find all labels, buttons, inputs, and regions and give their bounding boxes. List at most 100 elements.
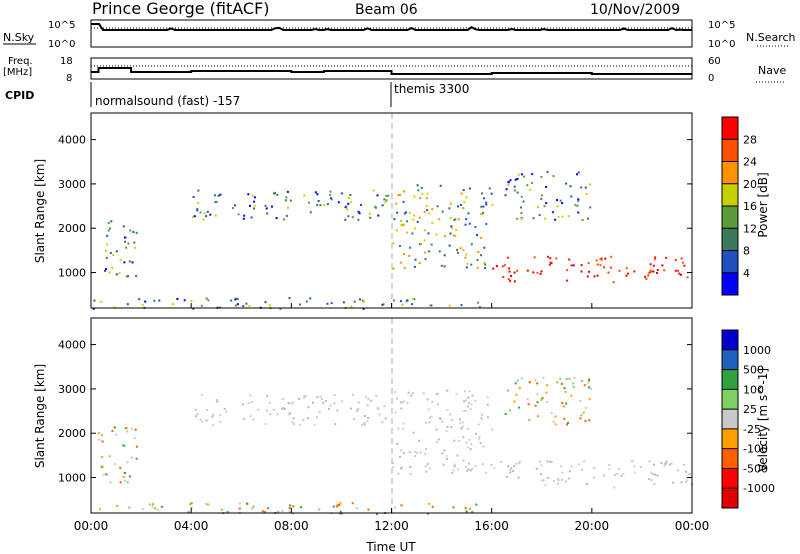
echo-cell [409,451,412,454]
echo-cell [649,263,652,266]
echo-cell [353,418,355,420]
echo-cell [339,502,342,504]
colorbar-swatch [722,330,738,351]
nsky-panel: N.Sky 10^5 10^0 10^5 10^0 N.Search [3,19,796,50]
echo-cell [517,476,520,479]
echo-cell [464,256,467,259]
echo-cell [550,461,553,463]
echo-cell [322,401,325,404]
echo-cell [109,481,112,484]
echo-cell [478,435,481,438]
echo-cell [450,426,453,428]
echo-cell [481,463,484,466]
echo-cell [393,506,396,509]
echo-cell [460,427,463,430]
echo-cell [599,258,602,260]
time-x-axis: 00:00 04:00 08:00 12:00 16:00 20:00 00:00 [74,303,709,533]
colorbar-tick-label: 16 [743,200,757,213]
echo-cell [593,476,596,479]
echo-cell [520,217,523,220]
cpid-segment-2: themis 3300 [394,82,469,96]
echo-cell [392,242,395,245]
velocity-y-axis: 1000 2000 3000 4000 [58,339,692,485]
echo-cell [443,449,446,452]
echo-cell [124,427,127,430]
echo-cell [456,248,459,251]
echo-cell [441,452,444,455]
echo-cell [223,407,226,410]
echo-cell [656,474,659,477]
echo-cell [427,232,430,235]
echo-cell [382,303,385,306]
echo-cell [281,398,284,401]
echo-cell [543,205,546,208]
echo-cell [468,187,471,190]
echo-cell [465,441,468,444]
echo-cell [265,207,268,210]
echo-cell [351,393,354,396]
echo-cell [428,250,430,253]
echo-cell [393,299,395,302]
echo-cell [510,467,513,470]
echo-cell [214,201,217,204]
echo-cell [458,418,461,421]
echo-cell [588,419,591,422]
echo-cell [440,264,443,267]
echo-cell [246,502,248,505]
echo-cell [583,460,585,463]
echo-cell [153,299,156,302]
echo-cell [360,204,362,206]
echo-cell [483,246,486,249]
echo-cell [111,430,114,432]
echo-cell [329,190,332,193]
echo-cell [480,236,483,239]
echo-cell [105,257,108,260]
echo-cell [532,217,535,220]
echo-cell [509,469,512,472]
echo-cell [285,196,288,199]
echo-cell [549,460,552,463]
echo-cell [540,473,542,476]
echo-cell [476,259,479,262]
echo-cell [457,218,460,221]
echo-cell [607,271,610,274]
echo-cell [513,271,516,274]
echo-cell [485,223,488,225]
echo-cell [656,269,659,271]
echo-cell [326,302,329,305]
echo-cell [557,482,560,485]
echo-cell [552,420,555,423]
echo-cell [192,216,194,219]
echo-cell [443,254,446,257]
nsearch-tick-top: 10^5 [708,20,735,31]
echo-cell [647,274,650,277]
echo-cell [455,393,458,396]
echo-cell [349,407,352,410]
echo-cell [463,410,466,412]
echo-cell [321,397,323,400]
echo-cell [199,211,202,214]
echo-cell [467,427,469,430]
echo-cell [219,193,222,196]
echo-cell [313,423,316,426]
echo-cell [122,444,125,447]
echo-cell [206,409,209,412]
echo-cell [409,472,412,475]
echo-cell [451,471,454,474]
echo-cell [581,219,584,221]
echo-cell [133,241,136,244]
echo-cell [456,454,459,457]
echo-cell [545,186,548,188]
echo-cell [557,216,560,219]
echo-cell [485,201,488,204]
echo-cell [123,472,126,474]
echo-cell [515,462,518,465]
echo-cell [452,506,455,509]
echo-cell [648,271,651,274]
echo-cell [554,423,557,426]
echo-cell [520,195,523,198]
echo-cell [397,194,400,197]
echo-cell [563,405,565,408]
echo-cell [652,473,655,476]
colorbar-tick-label: 100 [743,383,764,396]
